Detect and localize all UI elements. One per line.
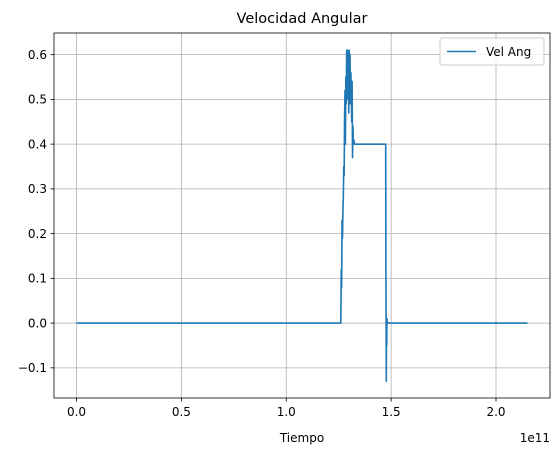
y-tick-label: 0.2	[28, 227, 47, 241]
legend-label: Vel Ang	[486, 45, 531, 59]
x-tick-label: 1.5	[382, 405, 401, 419]
series-line-vel-ang	[76, 49, 528, 383]
x-axis-label: Tiempo	[279, 431, 324, 445]
y-tick-label: 0.4	[28, 137, 47, 151]
x-tick-label: 1.0	[277, 405, 296, 419]
ticks: 0.0 0.5 1.0 1.5 2.0 −0.1 0.0 0.1 0.2 0.3 0.4 0.5 0.6	[18, 48, 506, 419]
x-tick-label: 0.5	[172, 405, 191, 419]
y-tick-label: −0.1	[18, 361, 47, 375]
legend: Vel Ang	[439, 37, 545, 66]
chart-title: Velocidad Angular	[237, 11, 368, 27]
y-tick-label: 0.5	[28, 93, 47, 107]
y-tick-label: 0.1	[28, 272, 47, 286]
legend-box	[439, 37, 545, 66]
y-tick-label: 0.0	[28, 316, 47, 330]
y-tick-label: 0.6	[28, 48, 47, 62]
x-tick-label: 2.0	[486, 405, 505, 419]
x-tick-label: 0.0	[67, 405, 86, 419]
axes-frame	[53, 32, 551, 399]
x-offset-label: 1e11	[520, 431, 550, 445]
plot-lines	[76, 49, 528, 383]
y-tick-label: 0.3	[28, 182, 47, 196]
